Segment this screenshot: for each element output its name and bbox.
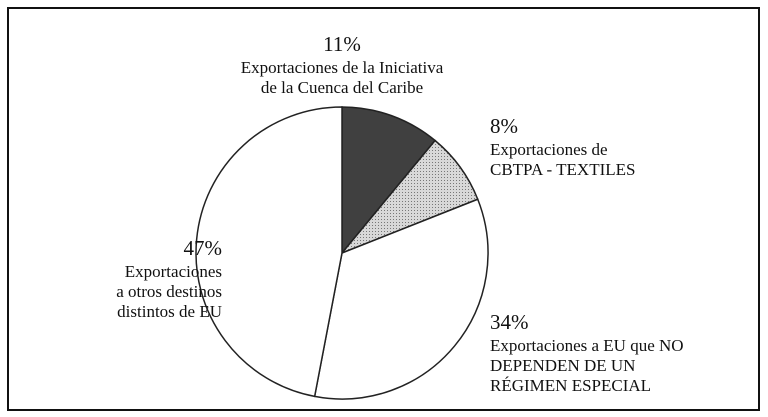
slice-label: Exportaciones	[125, 262, 222, 281]
slice-label: Exportaciones a EU que NO	[490, 336, 684, 355]
slice-label: RÉGIMEN ESPECIAL	[490, 376, 651, 395]
value-label: 34%	[490, 310, 529, 334]
pie-slice	[341, 106, 437, 256]
value-label: 8%	[490, 114, 518, 138]
slice-label: a otros destinos	[116, 282, 222, 301]
slice-label: de la Cuenca del Caribe	[261, 78, 423, 97]
pie-slice	[313, 198, 489, 400]
slice-label: Exportaciones de la Iniciativa	[241, 58, 444, 77]
slice-label: Exportaciones de	[490, 140, 608, 159]
slice-label: DEPENDEN DE UN	[490, 356, 635, 375]
pie-slice	[195, 106, 343, 398]
value-label: 47%	[184, 236, 223, 260]
slice-label: CBTPA - TEXTILES	[490, 160, 635, 179]
frame	[7, 7, 760, 411]
value-label: 11%	[323, 32, 361, 56]
slice-label: distintos de EU	[117, 302, 222, 321]
